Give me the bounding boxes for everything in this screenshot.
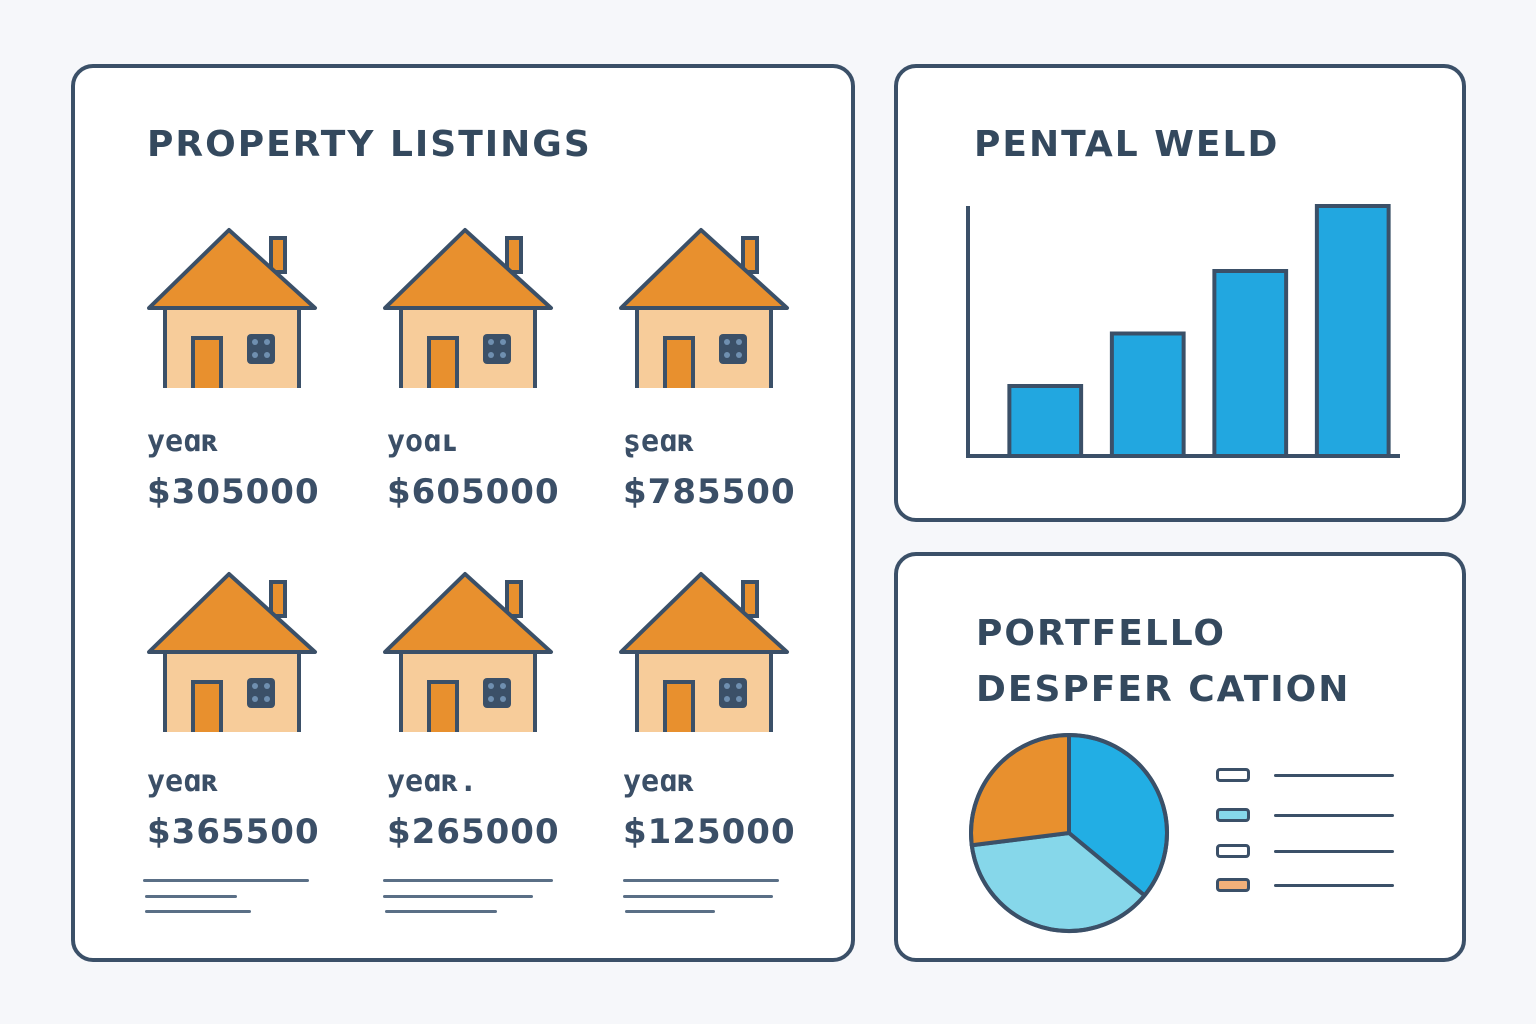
bar-1 bbox=[1007, 384, 1084, 458]
rental-title: PENTAL WELD bbox=[974, 124, 1280, 165]
bar-4 bbox=[1314, 204, 1391, 458]
portfolio-title: PORTFELLO DESPFER CATION bbox=[976, 606, 1350, 718]
listing-price: $265000 bbox=[387, 812, 560, 852]
legend-item bbox=[1216, 844, 1416, 864]
placeholder-line bbox=[623, 879, 779, 882]
placeholder-line bbox=[145, 895, 237, 898]
portfolio-pie-chart bbox=[969, 733, 1169, 933]
legend-placeholder-line bbox=[1274, 814, 1394, 817]
legend-item bbox=[1216, 768, 1416, 788]
listing-label: ʂeɑʀ bbox=[623, 424, 696, 459]
house-icon[interactable] bbox=[375, 552, 555, 732]
placeholder-line bbox=[383, 879, 553, 882]
placeholder-line bbox=[383, 895, 533, 898]
house-icon[interactable] bbox=[139, 552, 319, 732]
bar-3 bbox=[1212, 269, 1289, 458]
legend-placeholder-line bbox=[1274, 884, 1394, 887]
legend-swatch bbox=[1216, 878, 1250, 892]
listing-label: yoɑʟ bbox=[387, 424, 460, 459]
portfolio-diversification-panel: PORTFELLO DESPFER CATION bbox=[894, 552, 1466, 962]
pie-slice-3 bbox=[969, 733, 1071, 848]
listing-price: $785500 bbox=[623, 472, 796, 512]
listing-label: yeɑʀ. bbox=[387, 764, 478, 799]
legend-swatch bbox=[1216, 768, 1250, 782]
placeholder-line bbox=[625, 910, 715, 913]
listing-label: yeɑʀ bbox=[623, 764, 696, 799]
placeholder-line bbox=[143, 879, 309, 882]
legend-placeholder-line bbox=[1274, 774, 1394, 777]
legend-swatch bbox=[1216, 808, 1250, 822]
property-listings-panel: PROPERTY LISTINGS yeɑʀ $305000 yoɑʟ $605000… bbox=[71, 64, 855, 962]
listing-label: yeɑʀ bbox=[147, 764, 220, 799]
house-icon[interactable] bbox=[375, 208, 555, 388]
listings-title: PROPERTY LISTINGS bbox=[147, 124, 592, 165]
listing-price: $605000 bbox=[387, 472, 560, 512]
house-icon[interactable] bbox=[139, 208, 319, 388]
placeholder-line bbox=[385, 910, 497, 913]
portfolio-title-line2: DESPFER CATION bbox=[976, 669, 1351, 710]
legend-placeholder-line bbox=[1274, 850, 1394, 853]
rental-yield-panel: PENTAL WELD bbox=[894, 64, 1466, 522]
listing-price: $125000 bbox=[623, 812, 796, 852]
legend-item bbox=[1216, 808, 1416, 828]
house-icon[interactable] bbox=[611, 208, 791, 388]
legend-item bbox=[1216, 878, 1416, 898]
bar-2 bbox=[1109, 331, 1186, 458]
listing-price: $305000 bbox=[147, 472, 320, 512]
legend-swatch bbox=[1216, 844, 1250, 858]
listing-price: $365500 bbox=[147, 812, 320, 852]
portfolio-title-line1: PORTFELLO bbox=[976, 613, 1227, 654]
house-icon[interactable] bbox=[611, 552, 791, 732]
listing-label: yeɑʀ bbox=[147, 424, 220, 459]
placeholder-line bbox=[623, 895, 773, 898]
placeholder-line bbox=[145, 910, 251, 913]
rental-bar-chart bbox=[966, 204, 1400, 458]
